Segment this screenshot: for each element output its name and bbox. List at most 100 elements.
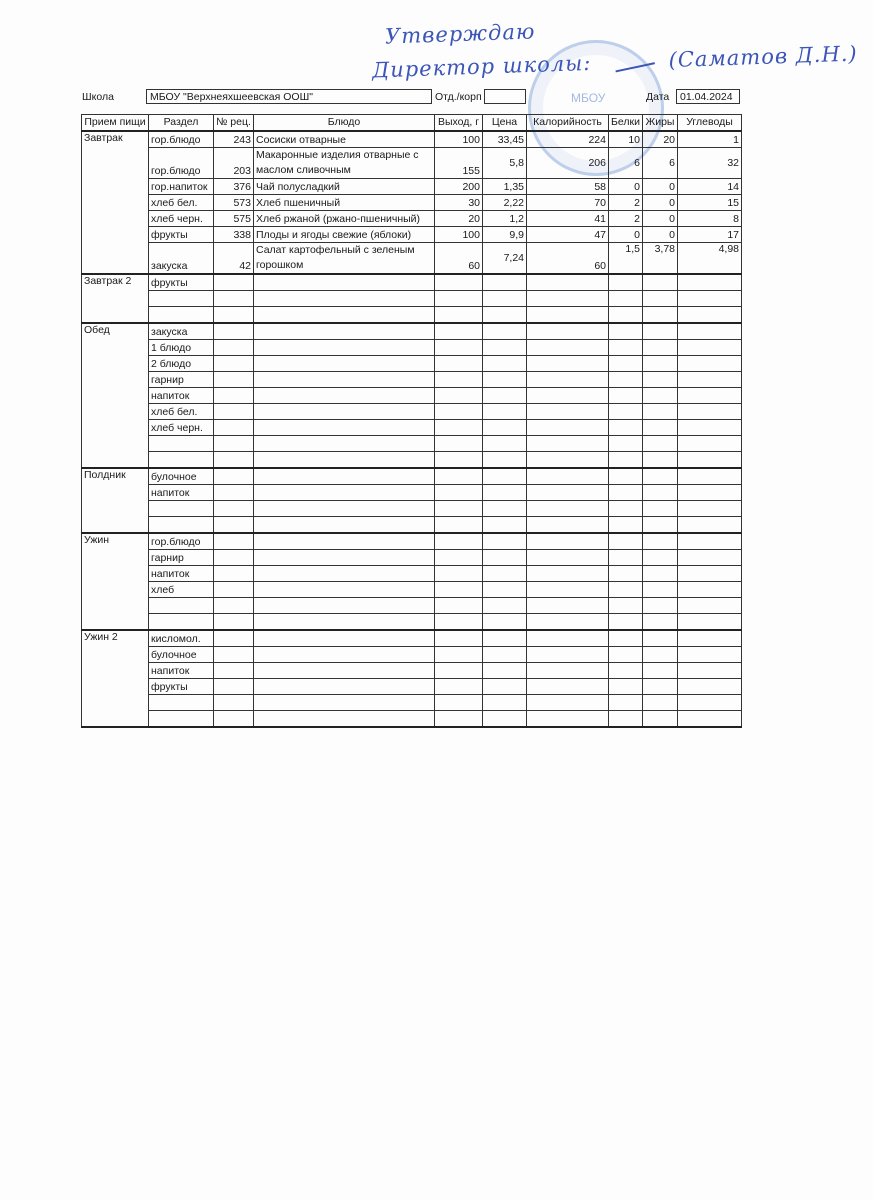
cell-protein: 10 <box>608 130 643 148</box>
cell-fat <box>642 273 678 291</box>
cell-price: 2,22 <box>482 194 527 211</box>
cell-carbs <box>677 322 742 340</box>
table-row: 2 блюдо <box>82 355 742 372</box>
cell-carbs <box>677 387 742 404</box>
column-header: Блюдо <box>253 114 435 132</box>
table-row: Ужин гор.блюдо <box>81 532 742 631</box>
cell-price: 1,2 <box>482 210 527 227</box>
cell-carbs <box>677 565 742 582</box>
cell-price <box>482 678 527 695</box>
cell-recipe <box>213 403 254 420</box>
table-row: хлеб черн. <box>82 419 742 436</box>
cell-carbs: 8 <box>677 210 742 227</box>
dept-label: Отд./корп <box>435 91 482 103</box>
cell-protein <box>608 403 643 420</box>
cell-recipe <box>213 419 254 436</box>
cell-protein: 2 <box>608 210 643 227</box>
cell-kcal <box>526 306 609 324</box>
cell-carbs <box>677 662 742 679</box>
cell-kcal <box>526 387 609 404</box>
cell-yield: 100 <box>434 130 483 148</box>
cell-recipe <box>213 322 254 340</box>
cell-yield <box>434 516 483 534</box>
cell-protein <box>608 371 643 388</box>
cell-carbs <box>677 646 742 663</box>
cell-fat <box>642 371 678 388</box>
cell-protein <box>608 467 643 485</box>
cell-recipe: 376 <box>213 178 254 195</box>
cell-recipe: 203 <box>213 147 254 179</box>
column-header: Жиры <box>642 114 678 132</box>
cell-section: 2 блюдо <box>148 355 214 372</box>
cell-kcal: 224 <box>526 130 609 148</box>
cell-dish <box>253 467 435 485</box>
cell-kcal <box>526 694 609 711</box>
cell-dish <box>253 451 435 469</box>
cell-fat <box>642 403 678 420</box>
cell-yield <box>434 290 483 307</box>
cell-price <box>482 694 527 711</box>
cell-fat <box>642 484 678 501</box>
cell-dish <box>253 662 435 679</box>
cell-kcal <box>526 371 609 388</box>
cell-dish <box>253 565 435 582</box>
cell-price: 5,8 <box>482 147 527 179</box>
cell-kcal <box>526 467 609 485</box>
cell-protein <box>608 532 643 550</box>
cell-price <box>482 387 527 404</box>
cell-fat: 0 <box>642 178 678 195</box>
cell-fat <box>642 500 678 517</box>
cell-yield <box>434 339 483 356</box>
cell-protein <box>608 597 643 614</box>
cell-kcal: 70 <box>526 194 609 211</box>
table-body: Завтрак гор.блюдо 243 Сосиски отварные 100 33… <box>81 130 742 728</box>
cell-kcal <box>526 516 609 534</box>
cell-yield <box>434 662 483 679</box>
cell-recipe: 243 <box>213 130 254 148</box>
cell-dish <box>253 532 435 550</box>
cell-price: 7,24 <box>482 242 527 275</box>
cell-yield <box>434 355 483 372</box>
cell-section: хлеб черн. <box>148 210 214 227</box>
cell-dish: Сосиски отварные <box>253 130 435 148</box>
cell-recipe <box>213 662 254 679</box>
cell-protein <box>608 484 643 501</box>
table-row: напиток <box>82 565 742 582</box>
cell-price <box>482 273 527 291</box>
cell-section: гор.блюдо <box>148 532 214 550</box>
table-row: хлеб <box>82 581 742 598</box>
cell-recipe: 573 <box>213 194 254 211</box>
column-header: Белки <box>608 114 643 132</box>
stamp-text: МБОУ <box>571 91 606 105</box>
cell-carbs <box>677 710 742 728</box>
cell-yield: 200 <box>434 178 483 195</box>
table-row <box>82 516 742 534</box>
cell-protein <box>608 581 643 598</box>
cell-dish <box>253 290 435 307</box>
table-row <box>82 451 742 469</box>
table-row: Обед закуска <box>81 322 742 469</box>
cell-price: 9,9 <box>482 226 527 243</box>
cell-recipe <box>213 597 254 614</box>
column-header: Углеводы <box>677 114 742 132</box>
cell-carbs: 1 <box>677 130 742 148</box>
cell-section: гор.блюдо <box>148 130 214 148</box>
cell-carbs <box>677 629 742 647</box>
meal-name: Ужин <box>81 532 149 631</box>
cell-yield <box>434 419 483 436</box>
cell-yield <box>434 532 483 550</box>
cell-carbs: 17 <box>677 226 742 243</box>
cell-section: фрукты <box>148 273 214 291</box>
cell-fat <box>642 435 678 452</box>
director-name: (Саматов Д.Н.) <box>668 41 859 73</box>
cell-protein <box>608 678 643 695</box>
table-row: Ужин 2 кисломол. <box>81 629 742 728</box>
cell-price <box>482 500 527 517</box>
cell-yield: 60 <box>434 242 483 275</box>
cell-protein: 2 <box>608 194 643 211</box>
cell-recipe <box>213 355 254 372</box>
cell-dish <box>253 403 435 420</box>
cell-kcal <box>526 549 609 566</box>
cell-yield: 100 <box>434 226 483 243</box>
cell-recipe <box>213 532 254 550</box>
